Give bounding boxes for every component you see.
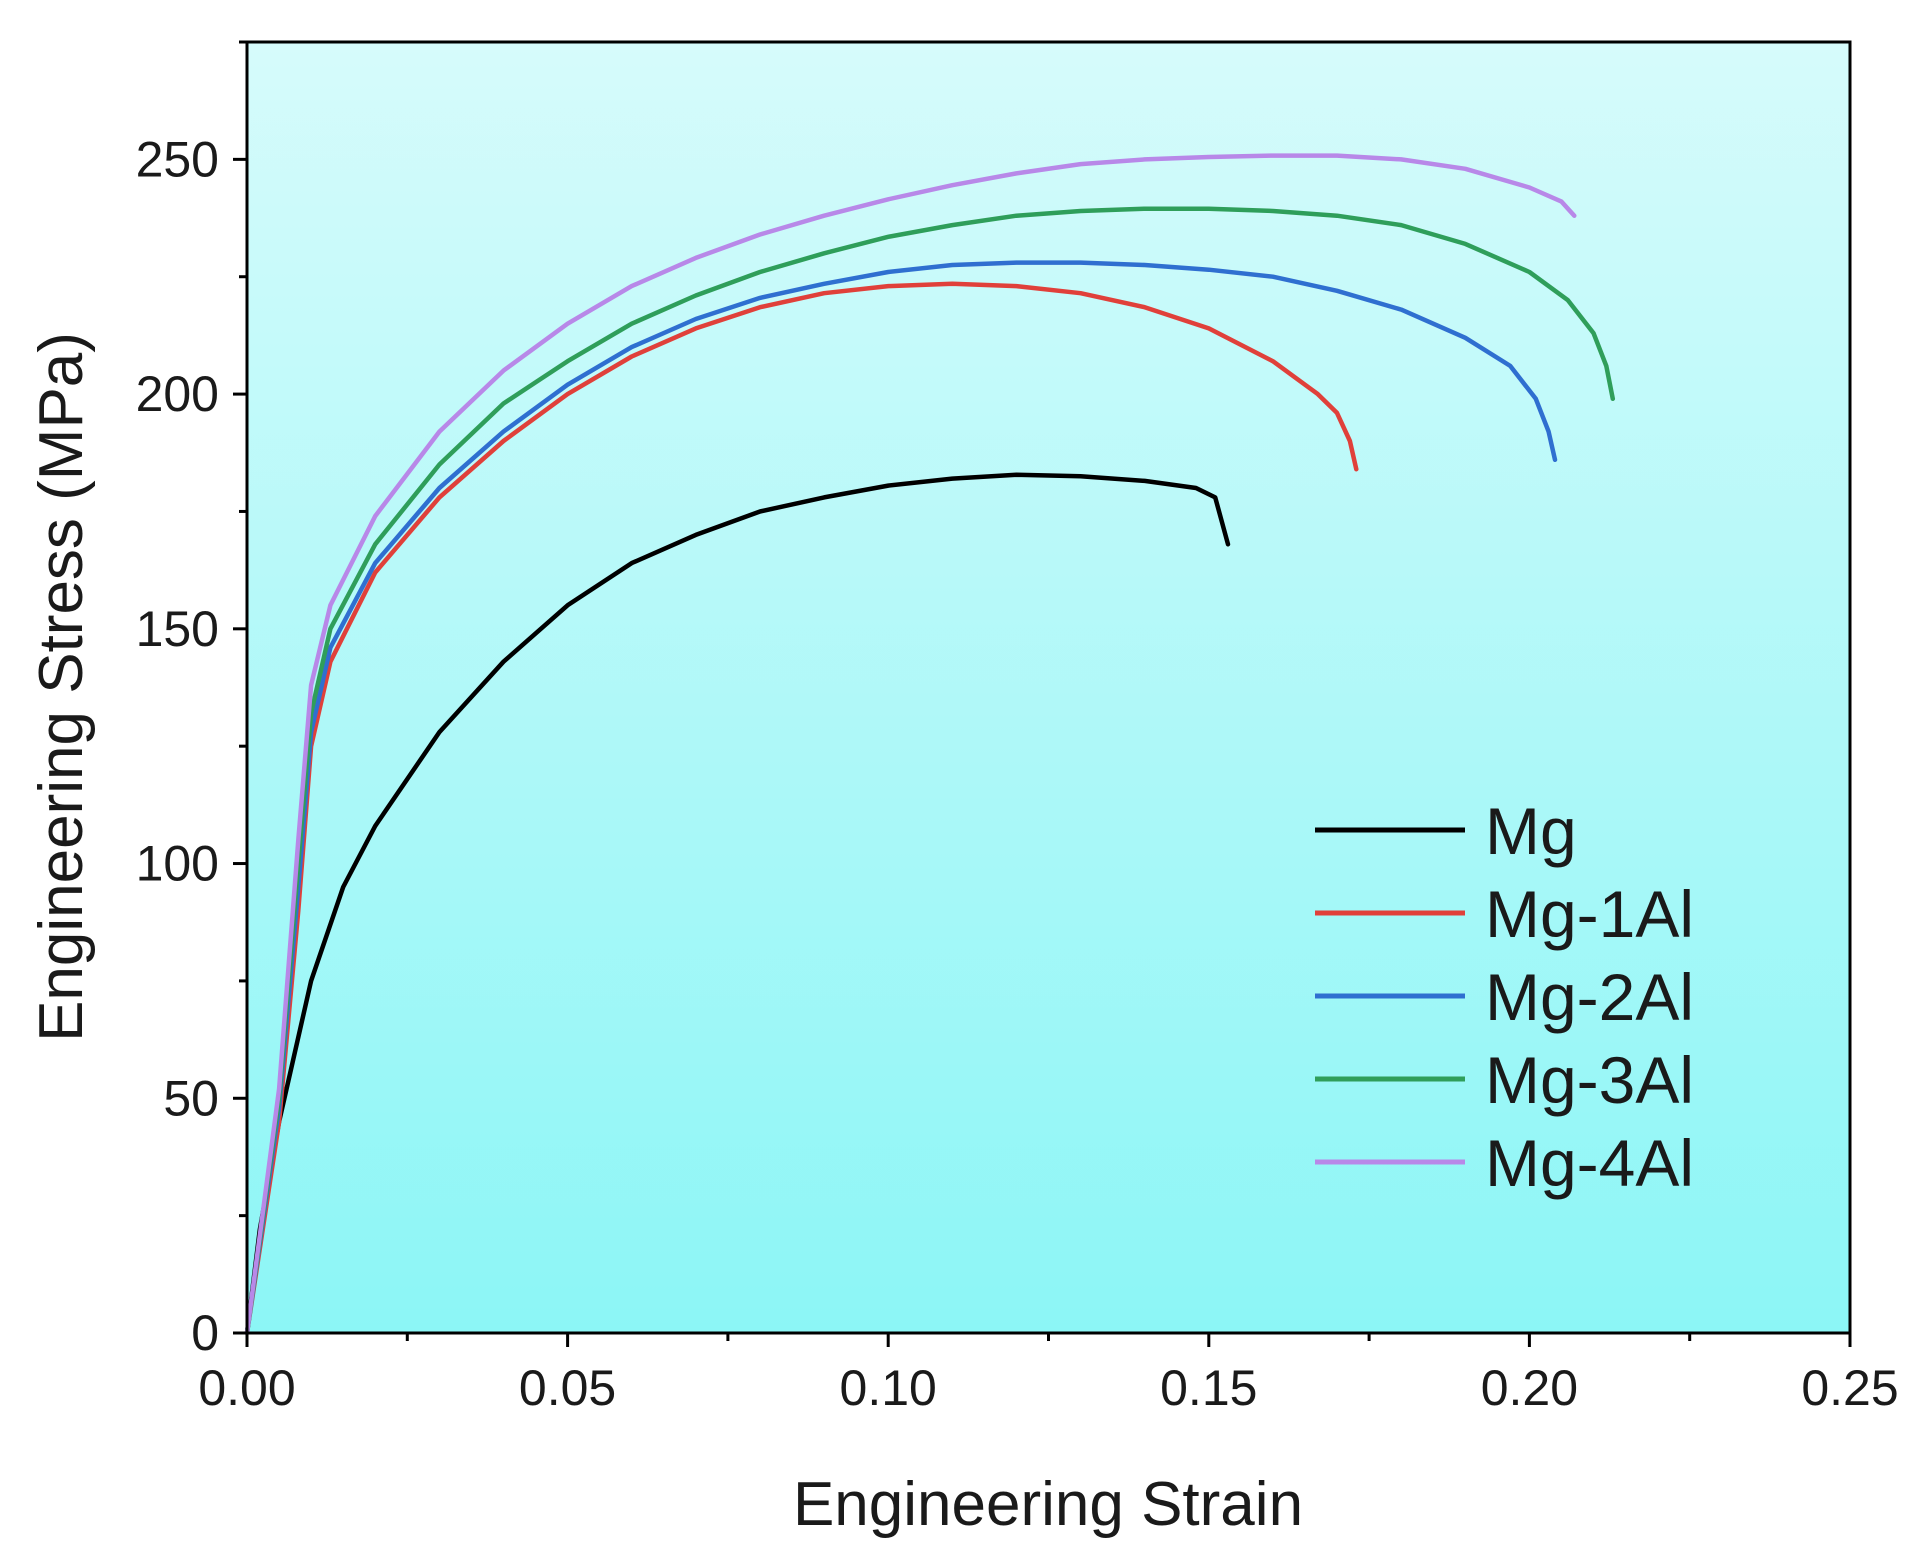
series-line-mg-2al [244,260,1558,1336]
plot-frame [245,40,1852,1335]
legend-label-mg: Mg [1485,794,1577,868]
y-tick-label: 250 [136,131,219,187]
series-line-mg-1al [244,281,1359,1336]
series-line-mg [244,472,1231,1336]
y-tick-label: 50 [163,1070,219,1126]
legend-label-mg-2al: Mg-2Al [1485,960,1694,1034]
legend-label-mg-3al: Mg-3Al [1485,1043,1694,1117]
legend-label-mg-4al: Mg-4Al [1485,1126,1694,1200]
x-tick-label: 0.10 [840,1360,937,1416]
x-axis-title: Engineering Strain [793,1470,1303,1539]
y-tick-labels: 0 50 100 150 200 250 [136,131,219,1361]
series-line-mg-4al [244,153,1577,1336]
x-tick-labels: 0.00 0.05 0.10 0.15 0.20 0.25 [198,1360,1898,1416]
x-tick-label: 0.25 [1801,1360,1898,1416]
x-tick-label: 0.00 [198,1360,295,1416]
legend-label-mg-1al: Mg-1Al [1485,877,1694,951]
plot-background [247,42,1850,1333]
x-tick-label: 0.15 [1160,1360,1257,1416]
x-tick-label: 0.20 [1481,1360,1578,1416]
legend: Mg Mg-1Al Mg-2Al Mg-3Al Mg-4Al [1315,794,1694,1200]
y-tick-label: 150 [136,601,219,657]
y-tick-label: 200 [136,366,219,422]
y-tick-label: 0 [191,1305,219,1361]
series-line-mg-3al [244,206,1616,1336]
y-tick-label: 100 [136,836,219,892]
x-tick-label: 0.05 [519,1360,616,1416]
y-axis-title: Engineering Stress (MPa) [27,332,96,1042]
series-layer [244,153,1616,1336]
